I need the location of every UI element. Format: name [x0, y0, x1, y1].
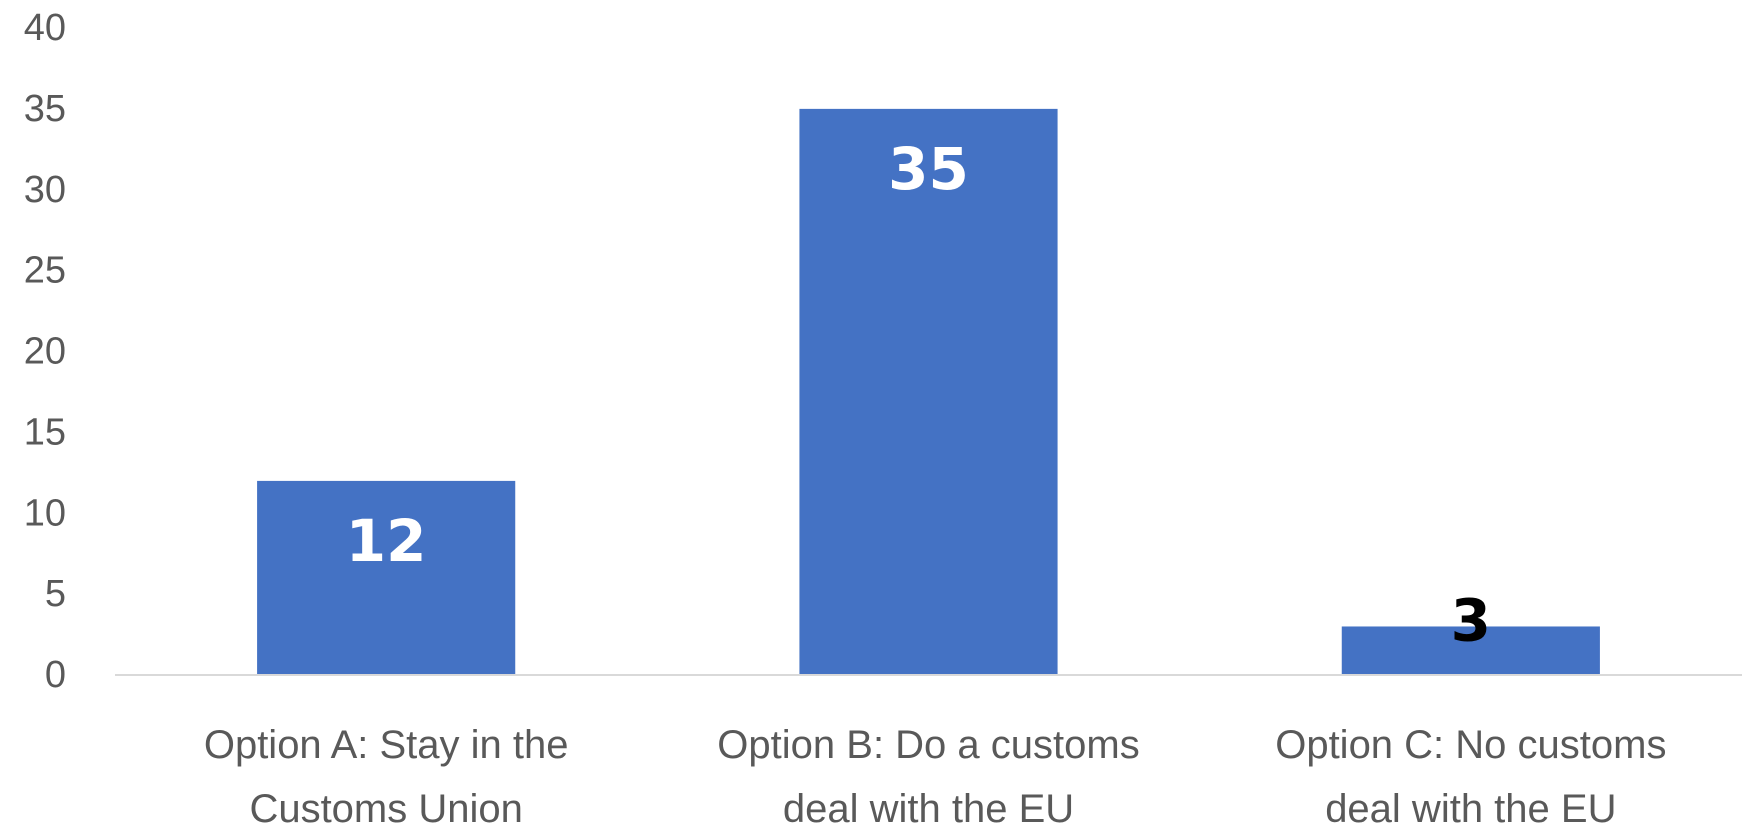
data-labels: 12 35 3	[346, 135, 1491, 655]
y-tick-label: 15	[24, 411, 66, 453]
y-tick-label: 0	[45, 654, 66, 696]
y-tick-label: 20	[24, 331, 66, 373]
y-tick-label: 5	[45, 573, 66, 615]
x-category-label: deal with the EU	[783, 787, 1074, 829]
bar-value-label: 12	[346, 507, 427, 575]
x-axis: Option A: Stay in the Customs Union Option…	[204, 723, 1667, 829]
bar	[1341, 626, 1600, 675]
x-category-label: deal with the EU	[1325, 787, 1616, 829]
y-tick-label: 10	[24, 492, 66, 534]
bar	[257, 480, 516, 675]
x-category-label: Customs Union	[249, 787, 522, 829]
y-tick-label: 40	[24, 7, 66, 49]
bar	[799, 108, 1058, 675]
x-category-label: Option B: Do a customs	[717, 723, 1139, 767]
y-axis: 0 5 10 15 20 25 30 35 40	[24, 7, 66, 696]
y-tick-label: 25	[24, 250, 66, 292]
bar-value-label: 3	[1451, 586, 1491, 654]
bars	[257, 108, 1600, 675]
x-category-label: Option A: Stay in the	[204, 723, 569, 767]
y-tick-label: 35	[24, 88, 66, 130]
x-category-label: Option C: No customs	[1275, 723, 1666, 767]
bar-value-label: 35	[888, 135, 969, 203]
y-tick-label: 30	[24, 169, 66, 211]
